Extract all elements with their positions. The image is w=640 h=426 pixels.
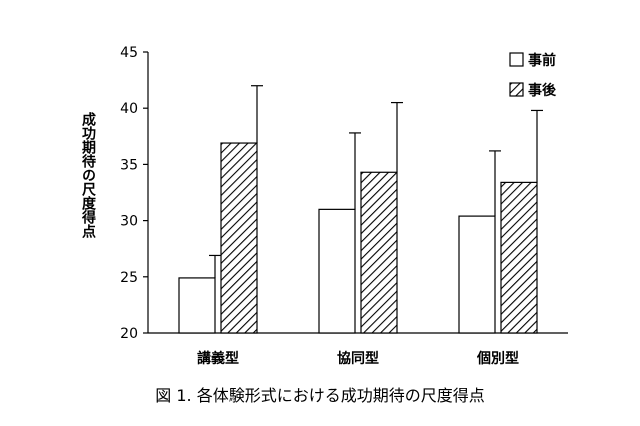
legend-label: 事後: [528, 82, 557, 99]
legend-swatch: [509, 52, 524, 67]
bar-pre-3: [458, 215, 496, 334]
y-tick-label: 20: [120, 326, 138, 342]
legend-swatch: [509, 82, 524, 97]
bar-post-3: [500, 181, 538, 334]
y-tick-label: 35: [120, 157, 138, 173]
bar-pre-1: [178, 277, 216, 334]
figure-caption: 図 1. 各体験形式における成功期待の尺度得点: [155, 386, 484, 405]
plot-area: 20 25 30 35 40 45 講義型 協同型 個別型: [120, 45, 568, 367]
category-label: 講義型: [197, 350, 239, 367]
y-tick-label: 40: [120, 101, 138, 117]
bar-post-1: [220, 142, 258, 334]
legend-label: 事前: [528, 52, 556, 69]
category-label: 協同型: [337, 350, 379, 367]
bar-post-2: [360, 171, 398, 334]
y-tick-label: 30: [120, 214, 138, 230]
category-label: 個別型: [476, 350, 519, 367]
y-tick-label: 45: [120, 45, 138, 61]
bar-pre-2: [318, 208, 356, 334]
y-axis-label: 成功期待の尺度得点: [80, 111, 97, 239]
y-tick-label: 25: [120, 270, 138, 286]
